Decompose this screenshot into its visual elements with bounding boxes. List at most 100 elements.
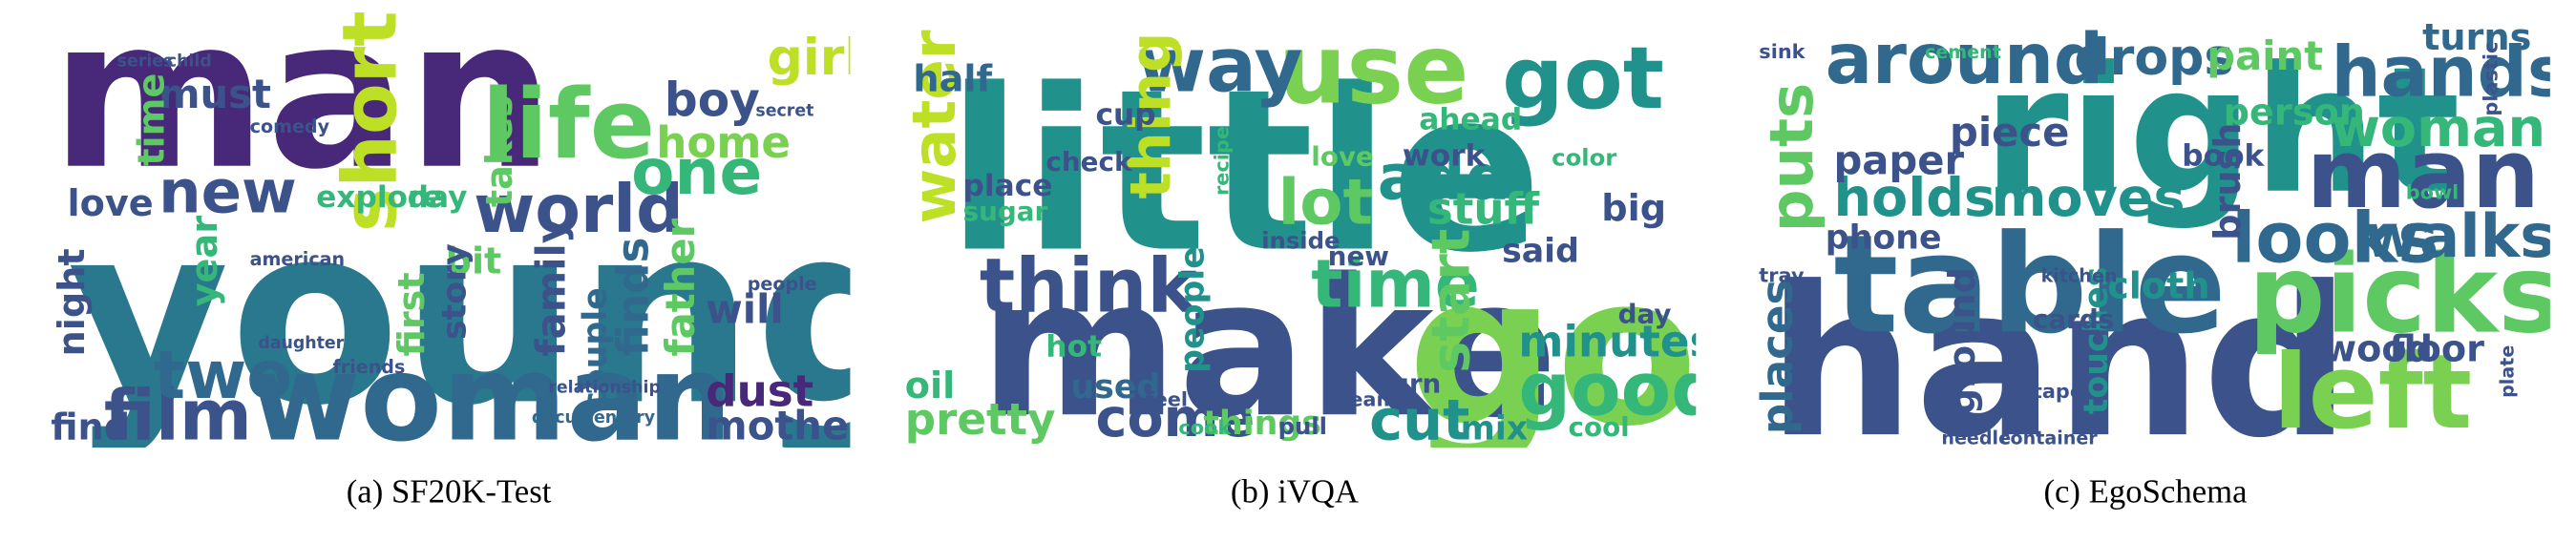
word: love	[68, 183, 154, 225]
word: will	[706, 286, 783, 333]
word: paper	[1833, 136, 1964, 183]
word: book	[2182, 139, 2265, 174]
word: walks	[2364, 201, 2555, 271]
word: things	[1203, 405, 1321, 443]
word: comedy	[250, 115, 330, 137]
word: wood	[2323, 329, 2433, 371]
word: half	[913, 59, 992, 101]
word: series	[117, 52, 174, 71]
word: cement	[1925, 41, 2001, 63]
word: ground	[1942, 267, 1984, 414]
word: floor	[2389, 329, 2484, 371]
word: picks	[2249, 231, 2563, 357]
word: mother	[706, 402, 869, 448]
word: way	[1137, 23, 1303, 110]
word: cream	[1328, 388, 1398, 411]
word: story	[435, 243, 474, 340]
word: must	[158, 71, 271, 117]
word: cool	[1569, 411, 1630, 443]
word: left	[2273, 333, 2472, 452]
word: paint	[2206, 32, 2323, 79]
word: woman	[250, 329, 732, 468]
word: love	[1311, 141, 1374, 173]
word: place	[963, 169, 1053, 203]
word: pull	[1278, 412, 1327, 440]
word: hot	[1045, 329, 1102, 364]
word: friends	[332, 356, 405, 378]
word: mix	[1461, 409, 1529, 448]
word: oil	[905, 365, 955, 407]
word: dust	[706, 366, 813, 417]
word: add	[1378, 140, 1510, 214]
word: start	[1420, 229, 1482, 373]
word: got	[1502, 29, 1664, 129]
word: right	[1983, 31, 2460, 233]
word: secret	[755, 102, 813, 121]
word: minutes	[1518, 316, 1715, 366]
word: girl	[768, 30, 862, 87]
word: around	[1826, 19, 2103, 100]
word: tray	[1759, 263, 1805, 286]
word: new	[158, 156, 297, 226]
word: world	[474, 172, 684, 248]
caption: (a) SF20K-Test	[347, 472, 552, 510]
word: used	[1070, 368, 1160, 406]
word: recipe	[1210, 126, 1233, 196]
word: come	[1096, 387, 1256, 449]
word: feel	[1146, 388, 1188, 411]
word: takes	[479, 95, 521, 207]
word: color	[1552, 144, 1616, 172]
word: big	[1601, 188, 1666, 230]
word: people	[748, 273, 817, 295]
word: man	[51, 0, 554, 216]
word: find	[51, 406, 130, 448]
word: go	[1407, 231, 1699, 472]
word: turn	[1378, 368, 1442, 400]
word: moves	[1991, 167, 2185, 229]
word: plastic	[2479, 42, 2502, 116]
word: year	[184, 216, 226, 307]
word: cut	[1369, 386, 1469, 452]
word: places	[1752, 280, 1803, 435]
word: night	[52, 248, 94, 356]
word: hands	[2332, 32, 2569, 114]
word: needle	[1941, 427, 2011, 449]
word: cook	[1178, 416, 1232, 439]
word: person	[2224, 92, 2365, 134]
word: short	[327, 10, 413, 232]
word: life	[482, 68, 655, 180]
word: turns	[2422, 17, 2531, 59]
word: explore	[316, 180, 443, 215]
word: one	[631, 136, 762, 209]
word: stuff	[1427, 183, 1540, 234]
word: child	[167, 52, 212, 71]
word: time	[131, 73, 173, 166]
word: young	[68, 171, 933, 460]
word: film	[104, 375, 252, 456]
word: phone	[1826, 219, 1942, 258]
word: work	[1403, 139, 1487, 174]
word: tape	[2033, 380, 2083, 403]
word: day	[1618, 299, 1672, 330]
word: plate	[2497, 345, 2519, 398]
word: sugar	[963, 196, 1048, 227]
word: container	[1999, 427, 2098, 449]
word: table	[1833, 205, 2227, 364]
word: piece	[1950, 109, 2069, 156]
word: woman	[2332, 97, 2546, 159]
word: bit	[446, 241, 502, 283]
word: boy	[665, 74, 760, 128]
word: hand	[1767, 242, 2351, 484]
word: puts	[1757, 83, 1826, 232]
word: think	[980, 243, 1198, 330]
word: finds	[608, 238, 659, 357]
word: cup	[1096, 97, 1156, 132]
word: new	[1328, 240, 1389, 272]
word: american	[250, 248, 346, 270]
word: holds	[1833, 167, 1995, 229]
